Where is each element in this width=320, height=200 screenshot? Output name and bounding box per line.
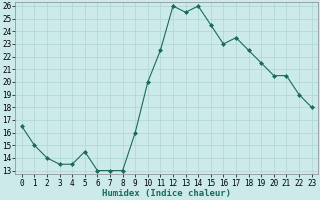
- X-axis label: Humidex (Indice chaleur): Humidex (Indice chaleur): [102, 189, 231, 198]
